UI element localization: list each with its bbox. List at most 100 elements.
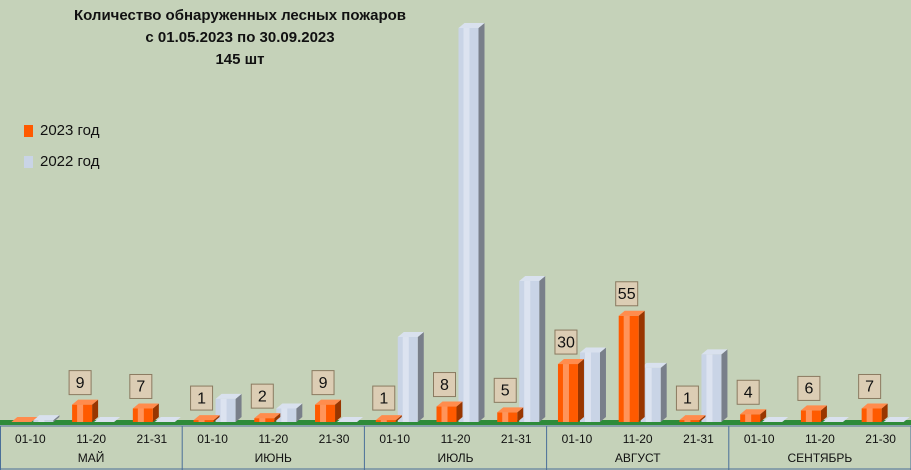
bar-top — [94, 417, 121, 422]
bar-highlight — [706, 354, 713, 422]
group-label: АВГУСТ — [615, 451, 661, 465]
category-label: 01-10 — [562, 432, 593, 446]
bar — [154, 417, 181, 422]
data-label-box — [797, 375, 821, 401]
bar-top — [557, 359, 584, 365]
bar — [883, 417, 910, 422]
data-label: 7 — [136, 379, 145, 396]
bar-top — [132, 403, 159, 409]
bar-side — [335, 399, 342, 422]
bar-highlight — [805, 410, 812, 422]
bar-highlight — [524, 281, 531, 422]
bar-highlight — [645, 367, 652, 422]
bar — [33, 415, 60, 422]
bar — [579, 347, 606, 422]
data-label: 55 — [618, 286, 636, 303]
bar-top — [193, 415, 220, 421]
data-label-box — [615, 281, 639, 307]
bar — [679, 415, 706, 422]
bar-highlight — [584, 352, 591, 422]
bar-top — [579, 347, 606, 353]
bar-top — [822, 417, 849, 422]
bar-side — [92, 399, 99, 422]
data-label: 9 — [76, 375, 85, 392]
category-label: 21-31 — [501, 432, 532, 446]
data-label: 2 — [258, 388, 267, 405]
bar-highlight — [463, 28, 470, 422]
bar-side — [152, 403, 159, 422]
bar-highlight — [137, 408, 144, 422]
bar-top — [33, 415, 60, 421]
bar-top — [276, 403, 303, 409]
category-label: 21-30 — [319, 432, 350, 446]
data-label-box — [311, 370, 335, 396]
bar-top — [861, 403, 888, 409]
bar — [701, 349, 728, 422]
group-label: СЕНТЯБРЬ — [787, 451, 852, 465]
bar-highlight — [38, 420, 45, 422]
category-label: 01-10 — [379, 432, 410, 446]
bar-top — [740, 409, 767, 415]
bar — [640, 362, 667, 422]
bar-highlight — [380, 420, 387, 422]
legend-label: 2022 год — [40, 153, 100, 170]
bar — [72, 399, 99, 422]
data-label-box — [190, 385, 214, 411]
data-label-box — [372, 385, 396, 411]
data-label-box — [250, 383, 274, 409]
bar-side — [760, 409, 767, 422]
data-label: 1 — [683, 390, 692, 407]
data-label-box — [554, 329, 578, 355]
title-line: Количество обнаруженных лесных пожаров — [74, 7, 406, 24]
group-label: ИЮНЬ — [255, 451, 292, 465]
bar — [276, 403, 303, 422]
bar-top — [640, 362, 667, 368]
bar-highlight — [259, 418, 266, 422]
bar-side — [395, 415, 402, 422]
bar-top — [315, 399, 342, 405]
bar-side — [721, 349, 728, 422]
bar-side — [699, 415, 706, 422]
bar — [193, 415, 220, 422]
bar — [315, 399, 342, 422]
category-label: 11-20 — [258, 432, 288, 446]
bar-side — [478, 23, 485, 422]
bar-highlight — [745, 414, 752, 422]
bar-side — [53, 415, 60, 422]
data-label: 1 — [379, 390, 388, 407]
legend-label: 2023 год — [40, 122, 100, 139]
bar-top — [375, 415, 402, 421]
data-label: 6 — [804, 381, 813, 398]
bar — [11, 417, 38, 422]
bar-side — [456, 401, 463, 422]
bar-top — [254, 413, 281, 419]
category-label: 01-10 — [744, 432, 775, 446]
bar-side — [638, 310, 645, 422]
bar — [861, 403, 888, 422]
bar — [254, 413, 281, 422]
bar-side — [235, 393, 242, 422]
data-label-box — [68, 370, 92, 396]
bar-top — [154, 417, 181, 422]
bar — [436, 401, 463, 422]
data-label: 9 — [319, 375, 328, 392]
bar-highlight — [77, 404, 84, 422]
bar — [519, 276, 546, 422]
data-label-box — [858, 373, 882, 399]
category-label: 21-30 — [865, 432, 896, 446]
bar — [375, 415, 402, 422]
bar — [762, 417, 789, 422]
group-label: МАЙ — [78, 450, 105, 465]
bar-top — [618, 310, 645, 316]
data-label: 1 — [197, 390, 206, 407]
bar-side — [274, 413, 281, 422]
bar — [618, 310, 645, 422]
bar-highlight — [562, 364, 569, 422]
bar-side — [517, 407, 524, 422]
data-label-box — [129, 373, 153, 399]
group-label: ИЮЛЬ — [438, 451, 474, 465]
bar-highlight — [684, 420, 691, 422]
category-label: 21-31 — [683, 432, 714, 446]
bar — [94, 417, 121, 422]
